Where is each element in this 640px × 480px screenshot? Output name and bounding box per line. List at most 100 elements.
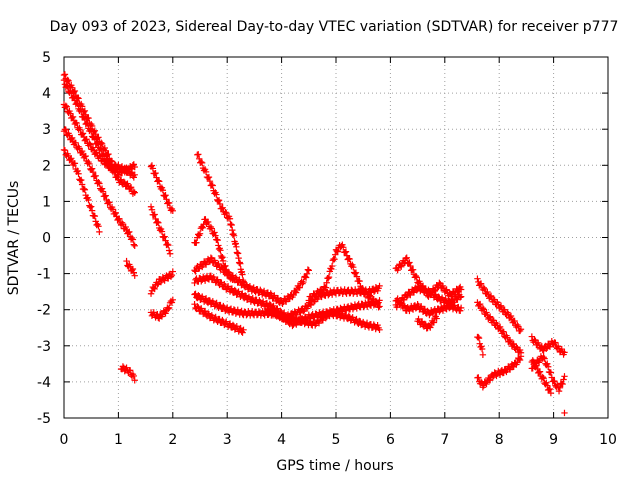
data-point [370, 321, 377, 328]
data-point [81, 107, 89, 115]
x-tick-label: 1 [114, 432, 123, 448]
data-point [204, 218, 212, 226]
data-point [350, 263, 357, 271]
data-point [69, 113, 77, 121]
data-point [169, 207, 176, 215]
data-point [322, 315, 329, 322]
series-track-18 [262, 305, 383, 334]
data-point [296, 315, 304, 323]
series-track-4 [60, 126, 138, 250]
data-point [409, 266, 417, 273]
data-point [130, 241, 138, 248]
data-point [516, 356, 524, 364]
data-point [212, 232, 219, 239]
data-point [60, 76, 68, 84]
data-point [400, 302, 408, 309]
data-point [545, 386, 553, 393]
series-track-26 [474, 333, 487, 359]
data-point [215, 260, 222, 268]
data-point [353, 305, 360, 312]
data-point [217, 247, 224, 254]
y-axis-label: SDTVAR / TECUs [6, 181, 22, 296]
data-point [483, 380, 490, 388]
data-point [152, 169, 159, 177]
data-point [194, 303, 201, 310]
data-point [131, 163, 138, 171]
data-point [77, 126, 84, 134]
data-point [219, 254, 226, 261]
data-point [214, 276, 221, 283]
data-point [71, 160, 79, 167]
data-point [486, 313, 494, 320]
data-point [165, 305, 172, 313]
data-point [541, 355, 548, 362]
data-point [421, 320, 429, 328]
data-point [78, 181, 86, 188]
data-point [457, 286, 465, 293]
data-point [112, 209, 119, 216]
data-point [342, 311, 350, 318]
series-track-27 [474, 353, 525, 391]
data-point [226, 215, 234, 222]
data-point [163, 196, 170, 203]
data-point [433, 315, 440, 322]
x-tick-label: 8 [495, 432, 504, 448]
data-point [406, 259, 413, 266]
series-track-24 [474, 275, 525, 335]
data-point [155, 314, 162, 321]
data-point [195, 292, 202, 299]
data-point [514, 321, 521, 329]
data-point [85, 114, 92, 122]
data-point [217, 301, 224, 309]
data-point [91, 136, 99, 143]
data-point [231, 286, 238, 294]
data-point [264, 305, 271, 313]
data-point [99, 188, 107, 195]
data-point [543, 379, 550, 386]
data-point [288, 314, 296, 321]
data-point [479, 351, 487, 359]
data-point [428, 288, 436, 296]
data-point [500, 328, 507, 336]
data-point [345, 312, 352, 320]
data-point [109, 206, 117, 213]
data-point [337, 304, 344, 312]
data-point [64, 83, 71, 90]
data-point [116, 215, 123, 222]
data-point [507, 312, 515, 320]
data-point [92, 172, 99, 180]
data-point [159, 187, 167, 194]
data-point [430, 319, 438, 326]
data-point [91, 127, 99, 134]
data-point [531, 336, 538, 344]
data-point [480, 284, 487, 291]
y-tick-label: 1 [42, 194, 51, 210]
data-point [89, 144, 97, 151]
data-point [129, 265, 137, 273]
data-point [336, 314, 344, 321]
data-point [536, 368, 544, 375]
data-point [511, 317, 518, 325]
y-tick-label: 3 [42, 122, 51, 138]
data-point [457, 304, 465, 312]
data-point [403, 254, 410, 261]
data-point [533, 362, 540, 369]
data-point [148, 162, 156, 169]
series-track-10 [147, 296, 176, 322]
series-track-6 [123, 257, 138, 279]
data-point [352, 269, 360, 276]
data-point [78, 176, 85, 184]
x-tick-label: 5 [332, 432, 341, 448]
data-point [165, 304, 173, 312]
data-point [334, 248, 342, 255]
data-point [169, 268, 176, 275]
data-point [240, 326, 247, 334]
data-point [323, 279, 330, 286]
data-point [322, 284, 330, 291]
data-point [238, 307, 245, 315]
data-point [74, 167, 81, 175]
data-point [457, 293, 465, 300]
data-point [547, 369, 555, 376]
data-point [86, 160, 93, 168]
data-point [305, 267, 312, 274]
